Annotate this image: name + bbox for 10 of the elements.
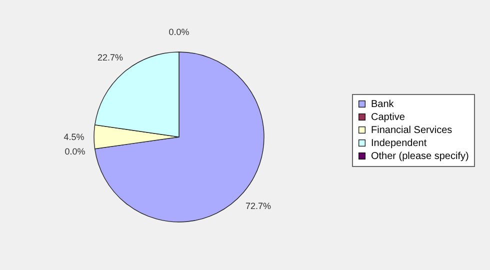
legend-label: Independent	[371, 138, 427, 149]
legend-label: Captive	[371, 112, 406, 123]
data-label: 4.5%	[64, 132, 84, 142]
data-label: 72.7%	[245, 200, 272, 211]
legend-label: Other (please specify)	[371, 151, 469, 162]
data-label: 22.7%	[97, 52, 124, 63]
text: 0.0%	[168, 27, 190, 37]
text: 0.0%	[64, 146, 86, 157]
legend-label: Bank	[371, 99, 395, 110]
legend-label: Financial Services	[371, 125, 452, 136]
